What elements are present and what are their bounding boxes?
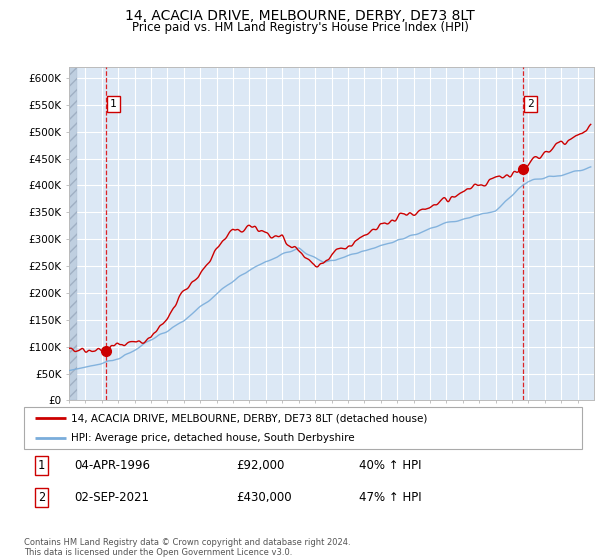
Text: 2: 2 — [527, 99, 534, 109]
Text: 14, ACACIA DRIVE, MELBOURNE, DERBY, DE73 8LT: 14, ACACIA DRIVE, MELBOURNE, DERBY, DE73… — [125, 9, 475, 23]
Text: £430,000: £430,000 — [236, 491, 292, 504]
Text: 14, ACACIA DRIVE, MELBOURNE, DERBY, DE73 8LT (detached house): 14, ACACIA DRIVE, MELBOURNE, DERBY, DE73… — [71, 413, 428, 423]
Text: 1: 1 — [38, 459, 45, 473]
Text: 47% ↑ HPI: 47% ↑ HPI — [359, 491, 421, 504]
Text: Price paid vs. HM Land Registry's House Price Index (HPI): Price paid vs. HM Land Registry's House … — [131, 21, 469, 34]
Text: £92,000: £92,000 — [236, 459, 284, 473]
FancyBboxPatch shape — [24, 407, 582, 449]
Text: 1: 1 — [110, 99, 117, 109]
Text: 2: 2 — [38, 491, 45, 504]
Text: 02-SEP-2021: 02-SEP-2021 — [74, 491, 149, 504]
Text: 40% ↑ HPI: 40% ↑ HPI — [359, 459, 421, 473]
Bar — [69, 67, 77, 400]
Text: HPI: Average price, detached house, South Derbyshire: HPI: Average price, detached house, Sout… — [71, 433, 355, 443]
Text: Contains HM Land Registry data © Crown copyright and database right 2024.
This d: Contains HM Land Registry data © Crown c… — [24, 538, 350, 557]
Text: 04-APR-1996: 04-APR-1996 — [74, 459, 150, 473]
